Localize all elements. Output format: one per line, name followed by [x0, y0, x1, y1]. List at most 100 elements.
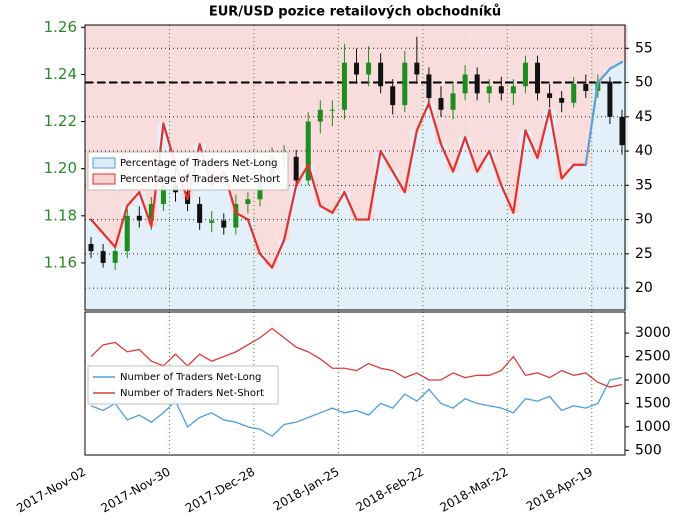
candle-body	[402, 62, 408, 106]
legend-swatch	[92, 157, 116, 169]
net-long-shade	[350, 219, 363, 310]
net-long-shade	[314, 205, 327, 310]
candle-body	[148, 204, 154, 221]
candle-body	[124, 215, 130, 252]
y-tick-label: 2500	[635, 349, 671, 365]
y-tick-label: 1.22	[44, 112, 77, 130]
net-long-shade	[338, 192, 351, 310]
net-short-shade	[97, 25, 110, 234]
net-long-shade	[217, 171, 230, 310]
net-long-shade	[422, 103, 435, 311]
candle-body	[583, 83, 589, 91]
net-long-percent-line	[512, 129, 527, 214]
net-long-shade	[555, 178, 568, 310]
net-long-shade	[109, 246, 122, 310]
legend-box	[87, 151, 289, 191]
net-long-percent-line	[367, 149, 382, 221]
legend-label: Number of Traders Net-Long	[120, 372, 261, 383]
y2-tick-label: 25	[635, 246, 653, 262]
candle-body	[522, 62, 528, 87]
net-short-shade	[253, 25, 267, 254]
net-long-percent-line	[488, 149, 503, 187]
candle-body	[136, 215, 142, 221]
net-long-shade	[531, 157, 544, 310]
candle-body	[510, 86, 516, 94]
net-long-shade	[519, 130, 532, 310]
candle-body	[100, 251, 106, 263]
candle-body	[619, 116, 625, 146]
net-long-shade	[169, 164, 182, 310]
y2-tick-label: 40	[635, 143, 653, 159]
net-long-shade	[85, 219, 98, 310]
legend-label: Number of Traders Net-Short	[120, 388, 264, 399]
net-short-shade	[266, 25, 279, 268]
candle-body	[317, 109, 323, 122]
candle-body	[366, 62, 372, 75]
net-long-percent-line	[524, 129, 539, 160]
y2-tick-label: 55	[635, 40, 653, 56]
net-long-shade	[603, 68, 616, 310]
candle-body	[209, 220, 215, 223]
net-short-shade	[290, 25, 303, 186]
net-long-shade	[434, 144, 448, 310]
candle-body	[498, 86, 504, 94]
net-long-percent-line	[391, 170, 406, 194]
net-short-shade	[543, 25, 556, 110]
net-long-shade	[410, 130, 423, 310]
candle-body	[305, 121, 311, 181]
traders-line	[90, 377, 623, 438]
x-tick-label: 2018-Apr-19	[524, 465, 595, 514]
net-long-percent-line	[319, 204, 334, 214]
net-long-shade	[181, 199, 194, 310]
net-long-shade	[507, 212, 520, 310]
net-long-shade	[495, 185, 508, 310]
x-tick-label: 2017-Nov-30	[99, 465, 173, 516]
net-long-shade	[278, 240, 291, 310]
y-tick-label: 1.18	[44, 206, 77, 224]
x-tick-label: 2018-Feb-22	[354, 465, 427, 515]
net-short-shade	[302, 25, 315, 165]
net-short-shade	[350, 25, 363, 220]
candle-body	[535, 62, 541, 94]
net-long-percent-line	[138, 191, 153, 228]
candle-body	[486, 86, 492, 94]
net-long-shade	[579, 164, 592, 310]
net-long-shade	[567, 164, 580, 310]
traders-line	[90, 327, 623, 388]
net-short-shade	[193, 25, 206, 145]
x-tick-label: 2017-Dec-28	[183, 465, 257, 516]
net-short-shade	[615, 25, 629, 62]
net-long-percent-line	[283, 184, 298, 242]
net-long-shade	[290, 185, 303, 310]
net-long-shade	[374, 151, 387, 310]
candle-body	[571, 83, 577, 103]
net-long-percent-line	[560, 163, 575, 180]
y-tick-label: 1.16	[44, 253, 77, 271]
net-short-shade	[205, 25, 218, 186]
candle-body	[547, 93, 553, 99]
candle-body	[390, 86, 396, 106]
net-short-shade	[362, 25, 375, 220]
net-long-shade	[615, 61, 629, 310]
y-tick-label: 1.24	[44, 65, 77, 83]
candle-body	[88, 244, 94, 252]
net-long-shade	[471, 171, 484, 310]
candle-body	[197, 204, 203, 223]
net-long-shade	[205, 185, 218, 310]
y-tick-label: 1500	[635, 395, 671, 411]
legend-label: Percentage of Traders Net-Short	[120, 174, 280, 185]
legend-box	[87, 365, 279, 405]
net-long-percent-line	[500, 184, 515, 214]
net-long-shade	[386, 171, 399, 310]
net-short-shade	[217, 25, 230, 172]
net-long-shade	[133, 192, 146, 310]
net-long-shade	[145, 226, 158, 310]
net-long-percent-line	[403, 129, 418, 194]
net-short-shade	[422, 25, 435, 104]
candle-body	[221, 220, 227, 228]
net-long-percent-line	[596, 67, 612, 84]
candle-body	[450, 93, 456, 110]
candle-body	[233, 204, 239, 228]
net-short-shade	[495, 25, 508, 186]
